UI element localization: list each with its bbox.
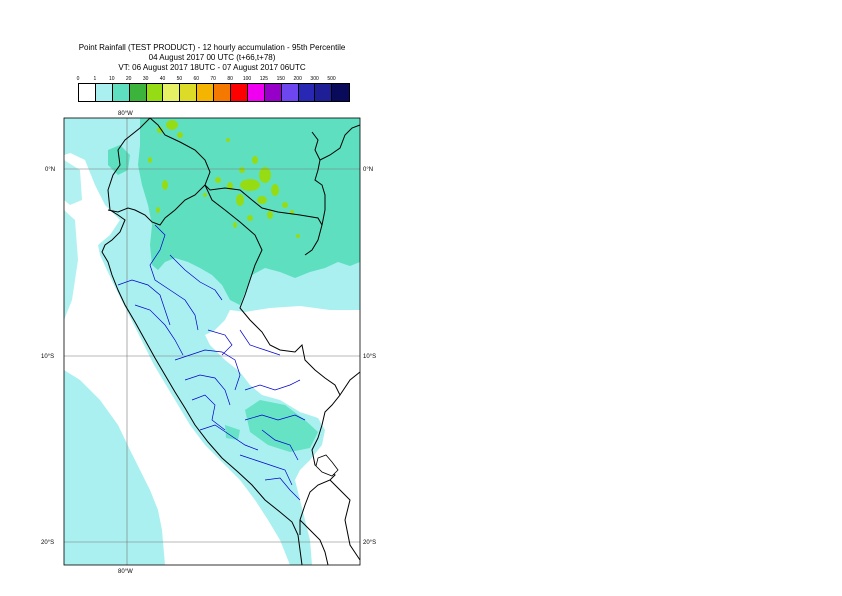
legend-swatch-0 [79, 84, 96, 101]
legend-tick-labels: 0 1 10 20 30 40 50 60 70 80 100 125 150 200 300 500 [0, 74, 842, 84]
legend-swatch-14 [315, 84, 333, 101]
lat-label-20s-left: 20°S [41, 540, 54, 546]
pacific-rain-patch [64, 370, 165, 565]
legend-tick-1: 1 [93, 76, 97, 82]
country-borders [101, 117, 361, 566]
peru-brazil-border [204, 184, 341, 426]
legend-swatch-6 [180, 84, 198, 101]
legend-swatch-9 [231, 84, 248, 101]
legend-swatch-5 [163, 84, 181, 101]
regional-borders [117, 224, 306, 501]
forecast-base-time: 04 August 2017 00 UTC (t+66,t+78) [148, 53, 276, 62]
legend-swatch-10 [247, 84, 265, 101]
moderate-rain-area [138, 118, 360, 305]
legend-tick-20: 20 [125, 76, 132, 82]
legend-tick-80: 80 [227, 76, 233, 82]
legend-tick-40: 40 [159, 76, 166, 82]
legend-tick-500: 500 [327, 76, 336, 82]
lat-label-10s-left: 10°S [41, 354, 54, 360]
legend-swatch-7 [197, 84, 215, 101]
peru-bolivia-border [299, 424, 336, 535]
venezuela-brazil-border [314, 124, 361, 226]
legend-tick-30: 30 [142, 76, 149, 82]
lon-label-top: 80°W [118, 111, 133, 117]
lon-label-bottom: 80°W [118, 569, 133, 575]
validity-time: VT: 06 August 2017 18UTC - 07 August 201… [118, 63, 306, 72]
lake-titicaca [315, 454, 339, 477]
lat-label-20s-right: 20°S [363, 540, 376, 546]
color-legend [78, 83, 351, 102]
legend-tick-150: 150 [276, 76, 285, 82]
lat-label-eq-left: 0°N [45, 167, 55, 173]
lat-label-10s-right: 10°S [363, 354, 376, 360]
map-frame [63, 117, 361, 566]
rainfall-field [64, 118, 360, 565]
legend-tick-100: 100 [242, 76, 252, 82]
legend-swatch-15 [332, 84, 350, 101]
legend-tick-300: 300 [310, 76, 319, 82]
legend-tick-60: 60 [193, 76, 200, 82]
legend-tick-10: 10 [109, 76, 115, 82]
heavy-rain-cells [148, 120, 300, 238]
map-title: Point Rainfall (TEST PRODUCT) - 12 hourl… [78, 43, 346, 52]
legend-swatch-1 [95, 84, 113, 101]
legend-swatch-12 [281, 84, 299, 101]
legend-tick-125: 125 [259, 76, 269, 82]
bolivia-chile-border [299, 519, 329, 566]
legend-swatch-4 [146, 84, 164, 101]
legend-tick-200: 200 [293, 76, 302, 82]
lat-label-eq-right: 0°N [363, 167, 373, 173]
legend-swatch-13 [298, 84, 316, 101]
legend-swatch-11 [264, 84, 282, 101]
legend-tick-70: 70 [210, 76, 216, 82]
legend-swatch-3 [129, 84, 147, 101]
ecuador-peru-border [107, 184, 206, 226]
colombia-ecuador-border [149, 117, 323, 256]
legend-tick-0: 0 [76, 76, 80, 82]
coastline [101, 117, 303, 566]
legend-swatch-8 [214, 84, 232, 101]
graticule [64, 118, 360, 565]
legend-tick-50: 50 [176, 76, 183, 82]
legend-swatch-2 [112, 84, 130, 101]
